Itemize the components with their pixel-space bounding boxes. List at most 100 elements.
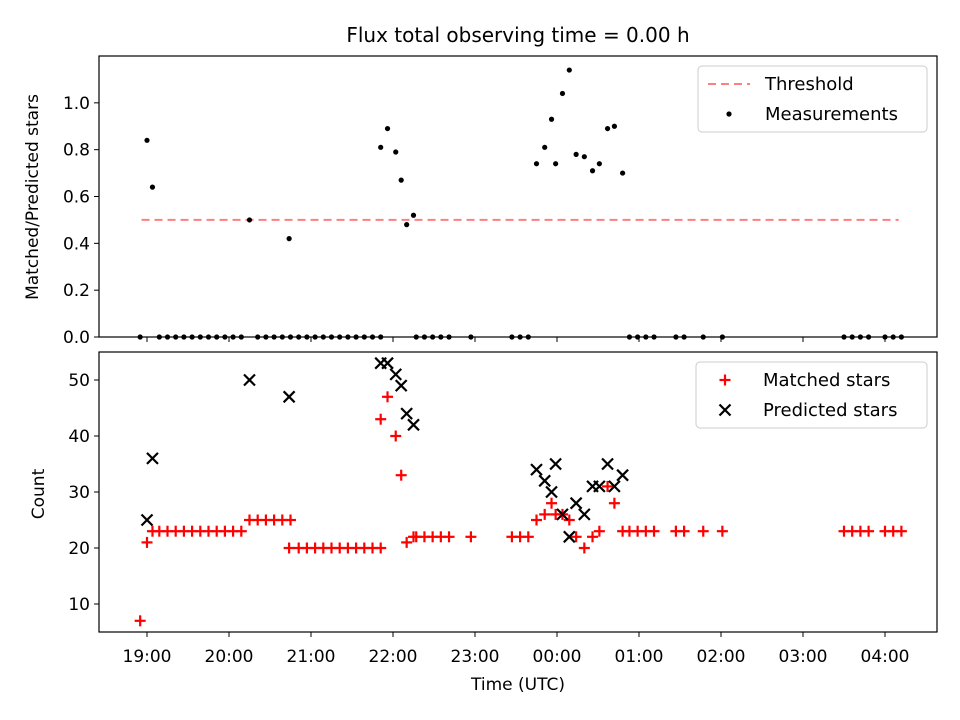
bottom-x-tick-label: 23:00 xyxy=(451,647,500,667)
measurement-point xyxy=(533,161,540,167)
matched-star-marker xyxy=(390,430,402,442)
predicted-star-marker xyxy=(538,474,551,488)
measurement-point xyxy=(611,123,618,129)
x-axis-label: Time (UTC) xyxy=(470,675,565,695)
matched-star-marker xyxy=(285,514,296,526)
predicted-star-marker xyxy=(530,463,543,476)
measurement-point xyxy=(566,67,572,73)
matched-star-marker xyxy=(697,525,709,537)
bottom-x-tick-label: 00:00 xyxy=(533,647,582,667)
matched-star-marker xyxy=(648,525,660,537)
measurement-point xyxy=(596,161,602,167)
matched-star-marker xyxy=(141,536,153,548)
matched-star-marker xyxy=(401,536,413,548)
predicted-star-marker xyxy=(578,508,591,521)
matched-star-marker xyxy=(608,497,620,509)
predicted-star-marker xyxy=(549,457,562,471)
bottom-x-tick-label: 03:00 xyxy=(779,647,828,667)
matched-star-marker xyxy=(678,525,690,537)
bottom-y-tick-label: 50 xyxy=(68,371,90,391)
bottom-y-axis-label: Count xyxy=(29,468,49,519)
predicted-star-marker-b xyxy=(601,457,614,471)
top-y-axis-label: Matched/Predicted stars xyxy=(23,94,43,300)
matched-star-marker xyxy=(716,525,728,537)
bottom-x-tick-label: 01:00 xyxy=(615,647,664,667)
matched-star-marker xyxy=(522,531,534,543)
matched-star-marker xyxy=(539,508,551,520)
predicted-star-marker-b xyxy=(400,407,413,420)
measurement-point xyxy=(573,151,579,157)
predicted-star-marker-b xyxy=(407,418,420,432)
predicted-star-marker xyxy=(569,496,583,510)
predicted-star-marker-b xyxy=(140,513,154,527)
predicted-star-marker xyxy=(616,468,629,482)
legend-cross-b xyxy=(718,403,732,417)
matched-star-marker xyxy=(895,525,907,537)
predicted-star-marker-b xyxy=(530,463,543,476)
predicted-star-marker xyxy=(400,407,413,420)
predicted-star-marker xyxy=(407,418,420,432)
top-y-tick-label: 0.8 xyxy=(63,141,90,161)
predicted-star-points xyxy=(140,356,629,544)
matched-star-points xyxy=(134,391,907,627)
bottom-y-tick-label: 40 xyxy=(68,427,90,447)
measurement-point xyxy=(398,177,404,183)
matched-star-marker xyxy=(593,525,605,537)
measurement-point xyxy=(553,161,559,167)
bottom-x-tick-label: 04:00 xyxy=(861,647,910,667)
legend-predicted-swatch xyxy=(718,403,732,417)
measurement-point xyxy=(542,144,548,150)
predicted-star-marker xyxy=(394,379,408,392)
measurement-point xyxy=(393,149,399,155)
predicted-star-marker-b xyxy=(538,474,551,488)
predicted-star-marker-b xyxy=(556,508,569,521)
top-y-tick-label: 0.6 xyxy=(63,188,90,208)
bottom-x-ticks: 19:00 20:00 21:00 22:00 23:00 00:00 01:00 02:00… xyxy=(123,632,910,667)
predicted-star-marker-b xyxy=(146,452,159,465)
measurement-point xyxy=(384,125,391,132)
bottom-y-tick-label: 20 xyxy=(68,539,90,559)
matched-star-marker xyxy=(465,531,477,543)
legend-measurements-swatch xyxy=(726,111,732,117)
matched-star-marker xyxy=(443,531,455,543)
matched-star-marker xyxy=(235,525,247,537)
predicted-star-marker xyxy=(608,480,621,493)
predicted-star-marker-b xyxy=(243,373,256,387)
matched-star-marker xyxy=(134,615,146,627)
top-x-ticks xyxy=(146,337,886,342)
top-y-tick-label: 0.4 xyxy=(63,234,90,254)
matched-star-marker xyxy=(283,542,295,554)
predicted-star-marker xyxy=(389,368,403,381)
predicted-star-marker-b xyxy=(569,496,583,510)
matched-star-marker xyxy=(382,391,394,403)
measurement-point xyxy=(286,236,292,242)
predicted-star-marker xyxy=(381,356,394,370)
predicted-star-marker xyxy=(140,513,154,527)
measurement-point xyxy=(144,137,150,143)
measurement-point xyxy=(548,116,555,122)
predicted-star-marker-b xyxy=(608,480,621,493)
top-y-tick-label: 1.0 xyxy=(63,94,90,114)
measurement-point xyxy=(589,168,596,174)
legend-matched-swatch xyxy=(719,374,731,386)
top-y-tick-label: 0.0 xyxy=(63,328,90,348)
legend-threshold-label: Threshold xyxy=(764,74,854,95)
matched-star-marker xyxy=(570,531,582,543)
bottom-panel: 10 20 30 40 50 19:00 20:00 21:00 22:00 23:00 00:0… xyxy=(29,351,938,695)
matched-star-marker xyxy=(578,542,590,554)
bottom-x-tick-label: 22:00 xyxy=(369,647,418,667)
bottom-y-tick-label: 10 xyxy=(68,595,90,615)
measurement-point xyxy=(410,212,417,218)
matched-star-marker xyxy=(587,531,599,543)
predicted-star-marker xyxy=(243,373,256,387)
measurement-point xyxy=(404,222,410,228)
legend-matched-label: Matched stars xyxy=(763,370,890,391)
legend-cross xyxy=(718,403,732,417)
legend-plus xyxy=(719,374,731,386)
measurement-point xyxy=(246,217,253,223)
bottom-x-tick-label: 21:00 xyxy=(287,647,336,667)
matched-star-marker xyxy=(563,514,575,526)
top-legend-box xyxy=(697,65,928,133)
bottom-legend-box xyxy=(695,361,928,429)
